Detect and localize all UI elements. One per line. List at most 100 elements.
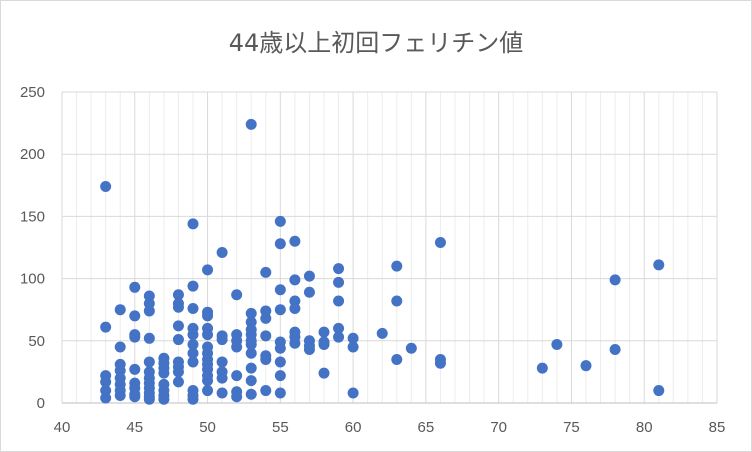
data-point: [172, 289, 184, 301]
data-point: [391, 260, 403, 272]
data-point: [143, 332, 155, 344]
data-point: [274, 387, 286, 399]
data-point: [274, 356, 286, 368]
data-point: [231, 391, 243, 403]
data-point: [609, 344, 621, 356]
data-point: [158, 393, 170, 405]
y-tick-label: 0: [37, 395, 45, 412]
data-point: [100, 321, 112, 333]
data-point: [129, 363, 141, 375]
data-point: [376, 327, 388, 339]
data-point: [289, 235, 301, 247]
data-point: [245, 362, 257, 374]
data-point: [129, 331, 141, 343]
data-point: [551, 339, 563, 351]
data-point: [172, 320, 184, 332]
data-point: [289, 337, 301, 349]
data-point: [274, 370, 286, 382]
data-point: [129, 310, 141, 322]
data-point: [274, 304, 286, 316]
data-point: [434, 357, 446, 369]
data-point: [333, 322, 345, 334]
data-point: [303, 270, 315, 282]
data-point: [172, 334, 184, 346]
data-point: [187, 347, 199, 359]
data-point: [405, 342, 417, 354]
data-point: [143, 356, 155, 368]
x-tick-label: 60: [345, 419, 362, 436]
data-point: [274, 284, 286, 296]
data-point: [245, 118, 257, 130]
data-point: [347, 332, 359, 344]
data-point: [129, 281, 141, 293]
x-tick-label: 45: [126, 419, 143, 436]
data-point: [245, 388, 257, 400]
data-point: [187, 393, 199, 405]
x-tick-label: 50: [199, 419, 216, 436]
data-point: [347, 341, 359, 353]
data-point: [143, 393, 155, 405]
data-point: [172, 366, 184, 378]
x-tick-label: 55: [272, 419, 289, 436]
data-point: [187, 280, 199, 292]
data-point: [187, 339, 199, 351]
data-point: [609, 274, 621, 286]
data-point: [187, 302, 199, 314]
x-tick-label: 75: [563, 419, 580, 436]
y-tick-label: 150: [20, 208, 45, 225]
data-point: [333, 295, 345, 307]
data-point: [187, 329, 199, 341]
data-point: [114, 341, 126, 353]
data-point: [333, 276, 345, 288]
data-point: [391, 295, 403, 307]
data-point: [245, 307, 257, 319]
data-point: [114, 304, 126, 316]
data-point: [289, 274, 301, 286]
data-point: [172, 301, 184, 313]
data-point: [100, 376, 112, 388]
data-point: [303, 286, 315, 298]
data-point: [245, 375, 257, 387]
data-point: [260, 385, 272, 397]
y-tick-label: 50: [28, 333, 45, 350]
data-point: [274, 238, 286, 250]
data-point: [216, 334, 228, 346]
data-point: [216, 372, 228, 384]
data-point: [216, 387, 228, 399]
data-point: [347, 387, 359, 399]
data-point: [158, 367, 170, 379]
data-point: [274, 215, 286, 227]
data-point: [114, 390, 126, 402]
data-point: [216, 246, 228, 258]
data-point: [260, 312, 272, 324]
data-point: [391, 353, 403, 365]
data-point: [202, 329, 214, 341]
data-point: [129, 391, 141, 403]
x-tick-label: 85: [709, 419, 726, 436]
y-tick-label: 200: [20, 146, 45, 163]
data-point: [245, 347, 257, 359]
data-point: [187, 356, 199, 368]
data-point: [100, 181, 112, 193]
data-point: [245, 339, 257, 351]
x-tick-label: 70: [490, 419, 507, 436]
data-point: [216, 356, 228, 368]
data-point: [653, 385, 665, 397]
chart-title: 44歳以上初回フェリチン値: [228, 29, 524, 57]
x-tick-label: 65: [418, 419, 435, 436]
data-point: [653, 259, 665, 271]
data-point: [434, 237, 446, 249]
data-point: [260, 330, 272, 342]
data-point: [231, 341, 243, 353]
data-point: [580, 360, 592, 372]
data-point: [274, 342, 286, 354]
data-point: [260, 353, 272, 365]
data-point: [172, 376, 184, 388]
data-point: [202, 385, 214, 397]
data-point: [187, 218, 199, 230]
data-point: [318, 339, 330, 351]
data-point: [303, 344, 315, 356]
data-point: [202, 310, 214, 322]
